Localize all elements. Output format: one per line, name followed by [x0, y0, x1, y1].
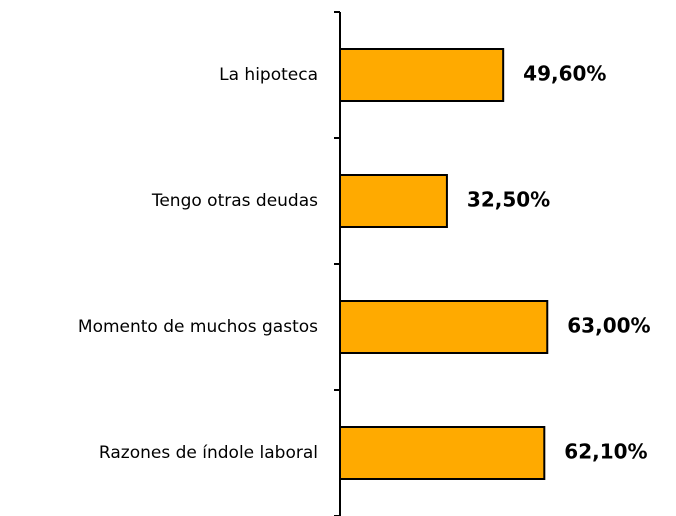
value-label: 62,10%: [564, 440, 647, 464]
category-label: La hipoteca: [219, 65, 318, 85]
category-label: Tengo otras deudas: [151, 191, 318, 211]
category-label: Momento de muchos gastos: [78, 317, 318, 337]
value-label: 63,00%: [567, 314, 650, 338]
value-label: 49,60%: [523, 62, 606, 86]
bar: [339, 300, 549, 354]
bar: [339, 48, 505, 102]
bar: [339, 174, 448, 228]
value-label: 32,50%: [467, 188, 550, 212]
category-label: Razones de índole laboral: [99, 443, 318, 463]
bar: [339, 426, 546, 480]
